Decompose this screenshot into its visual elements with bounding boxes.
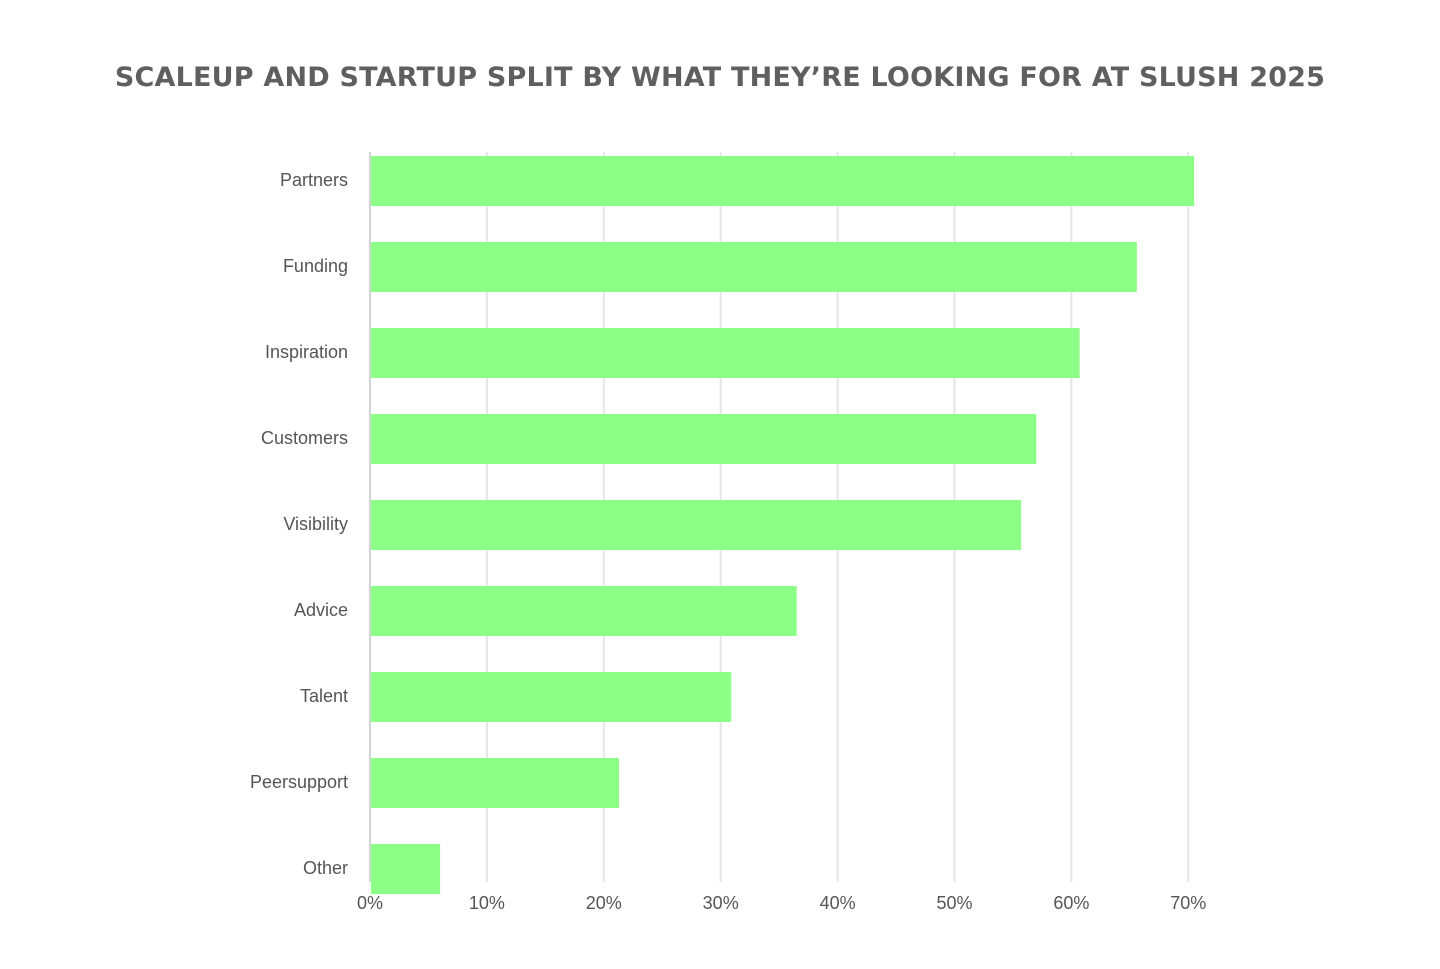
x-tick-label: 50% — [936, 893, 972, 913]
chart-title: SCALEUP AND STARTUP SPLIT BY WHAT THEY’R… — [114, 62, 1326, 93]
bar-peersupport — [371, 758, 619, 808]
category-label-partners: Partners — [280, 170, 348, 190]
category-labels: Partners Funding Inspiration Customers Visib… — [250, 170, 348, 878]
category-label-funding: Funding — [283, 256, 348, 276]
bar-funding — [371, 242, 1137, 292]
category-label-advice: Advice — [294, 600, 348, 620]
category-label-visibility: Visibility — [283, 514, 348, 534]
bar-talent — [371, 672, 732, 722]
category-label-inspiration: Inspiration — [265, 342, 348, 362]
x-tick-label: 0% — [357, 893, 383, 913]
category-label-other: Other — [303, 858, 348, 878]
bar-customers — [371, 414, 1037, 464]
x-tick-label: 70% — [1170, 893, 1206, 913]
category-label-customers: Customers — [261, 428, 348, 448]
category-label-peersupport: Peersupport — [250, 772, 348, 792]
x-tick-label: 10% — [469, 893, 505, 913]
bars — [371, 156, 1195, 894]
bar-other — [371, 844, 441, 894]
x-tick-label: 20% — [586, 893, 622, 913]
x-tick-label: 30% — [703, 893, 739, 913]
bar-visibility — [371, 500, 1022, 550]
bar-partners — [371, 156, 1195, 206]
x-tick-label: 40% — [820, 893, 856, 913]
bar-inspiration — [371, 328, 1080, 378]
x-tick-label: 60% — [1053, 893, 1089, 913]
x-axis-tick-labels: 0% 10% 20% 30% 40% 50% 60% 70% — [357, 893, 1206, 913]
bar-advice — [371, 586, 797, 636]
category-label-talent: Talent — [300, 686, 348, 706]
